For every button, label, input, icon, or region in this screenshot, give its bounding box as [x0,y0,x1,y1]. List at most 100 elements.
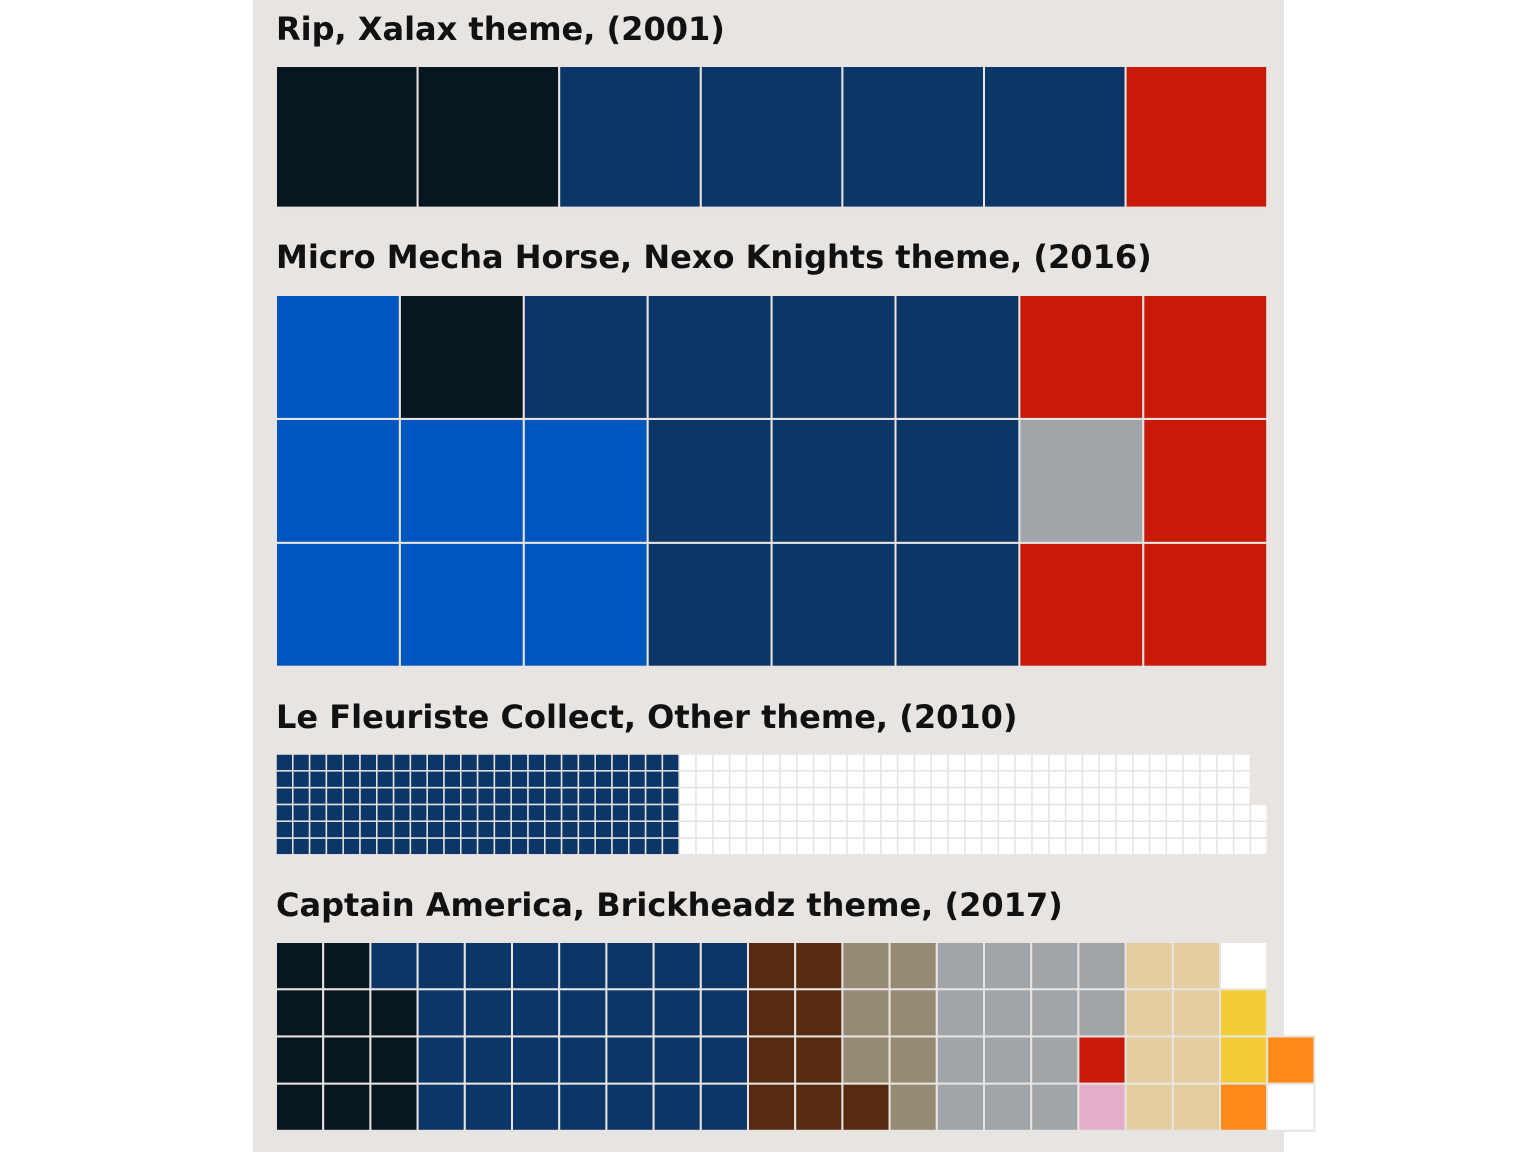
waffle-cell-white [863,786,882,806]
waffle-cell-black [275,988,325,1038]
waffle-cell-white [846,803,865,822]
waffle-cell-dark-blue [510,753,529,772]
waffle-cell-dark-blue [770,294,897,420]
waffle-cell-white [846,837,865,856]
waffle-cell-white [880,786,899,806]
waffle-cell-dark-blue [416,1082,466,1132]
waffle-cell-white [712,753,731,772]
waffle-cell-black [275,1082,325,1132]
waffle-cell-dark-blue [611,803,630,822]
waffle-cell-dark-blue [560,803,580,822]
waffle-cell-white [1232,837,1252,856]
waffle-cell-dark-blue [652,941,702,991]
waffle-cell-white [930,803,949,822]
waffle-cell-dark-blue [292,753,311,772]
waffle-cell-orange [1219,1082,1269,1132]
waffle-cell-white [947,786,966,806]
waffle-cell-dark-blue [605,1082,655,1132]
waffle-cell-white [728,820,748,839]
waffle-cell-white [1098,803,1117,822]
waffle-cell-dark-blue [560,753,580,772]
waffle-cell-white [1132,837,1151,856]
waffle-cell-dark-blue [342,820,361,839]
waffle-cell-dark-blue [652,1035,702,1085]
waffle-cell-dark-blue [376,753,395,772]
waffle-cell-white [980,753,1000,772]
waffle-cell-white [1064,786,1084,806]
waffle-cell-white [678,837,697,856]
waffle-cell-white [1199,786,1218,806]
waffle-cell-white [695,786,714,806]
waffle-cell-white [1115,786,1134,806]
waffle-cell-dark-blue [646,417,773,544]
waffle-cell-white [1014,770,1033,789]
waffle-cell-dark-blue [646,294,773,420]
waffle-cell-dark-blue [510,837,529,856]
waffle-cell-dark-blue [544,753,563,772]
waffle-cell-dark-blue [511,1082,561,1132]
waffle-cell-dark-blue [510,786,529,806]
waffle-cell-dark-blue [308,820,328,839]
waffle-cell-white [964,820,983,839]
waffle-cell-dark-blue [325,786,344,806]
waffle-cell-dark-blue [359,786,378,806]
waffle-cell-red [1142,541,1269,668]
waffle-cell-white [1216,770,1235,789]
waffle-cell-dark-blue [392,770,412,789]
waffle-cell-reddish-brown [747,1035,797,1085]
waffle-cell-black [322,1035,372,1085]
waffle-cell-white [964,837,983,856]
waffle-cell-dark-blue [342,803,361,822]
waffle-cell-dark-blue [577,786,596,806]
waffle-cell-dark-blue [409,803,428,822]
waffle-cell-white [1031,803,1050,822]
waffle-cell-dark-blue [325,820,344,839]
waffle-cell-dark-blue [611,820,630,839]
waffle-cell-dark-blue [292,837,311,856]
waffle-cell-light-gray [1077,941,1127,991]
waffle-cell-white [678,770,697,789]
waffle-cell-white [1216,753,1235,772]
waffle-cell-white [728,753,748,772]
waffle-cell-dark-blue [476,803,496,822]
waffle-cell-dark-blue [392,786,412,806]
waffle-cell-dark-blue [325,753,344,772]
waffle-cell-white [1249,837,1268,856]
waffle-cell-dark-blue [770,541,897,668]
waffle-cell-white [913,770,932,789]
waffle-cell-white [1132,770,1151,789]
waffle-cell-white [964,753,983,772]
waffle-cell-dark-blue [558,65,702,209]
waffle-cell-dark-blue [894,541,1021,668]
waffle-cell-bright-pink [1077,1082,1127,1132]
waffle-cell-dark-blue [527,803,546,822]
waffle-cell-dark-blue [594,837,613,856]
waffle-cell-light-gray [1077,988,1127,1038]
waffle-cell-reddish-brown [794,1082,844,1132]
waffle-cell-dark-blue [476,820,496,839]
waffle-cell-black [275,941,325,991]
waffle-cell-blue [275,541,401,668]
waffle-cell-dark-blue [628,786,647,806]
waffle-cell-white [745,820,764,839]
waffle-cell-dark-blue [275,820,294,839]
waffle-cell-dark-blue [527,837,546,856]
waffle-cell-dark-blue [628,770,647,789]
waffle-cell-white [796,803,815,822]
waffle-cell-white [712,786,731,806]
waffle-cell-dark-blue [292,770,311,789]
waffle-cell-dark-blue [493,753,512,772]
waffle-cell-reddish-brown [747,1082,797,1132]
waffle-cell-white [796,837,815,856]
waffle-cell-white [678,753,697,772]
waffle-cell-light-gray [935,941,985,991]
waffle-cell-white [1232,770,1252,789]
waffle-cell-white [880,770,899,789]
waffle-cell-dark-blue [577,753,596,772]
waffle-cell-dark-blue [376,837,395,856]
waffle-cell-white [896,786,916,806]
waffle-cell-dark-blue [443,770,462,789]
waffle-cell-dark-blue [409,820,428,839]
waffle-cell-white [1232,786,1252,806]
waffle-cell-dark-blue [605,1035,655,1085]
